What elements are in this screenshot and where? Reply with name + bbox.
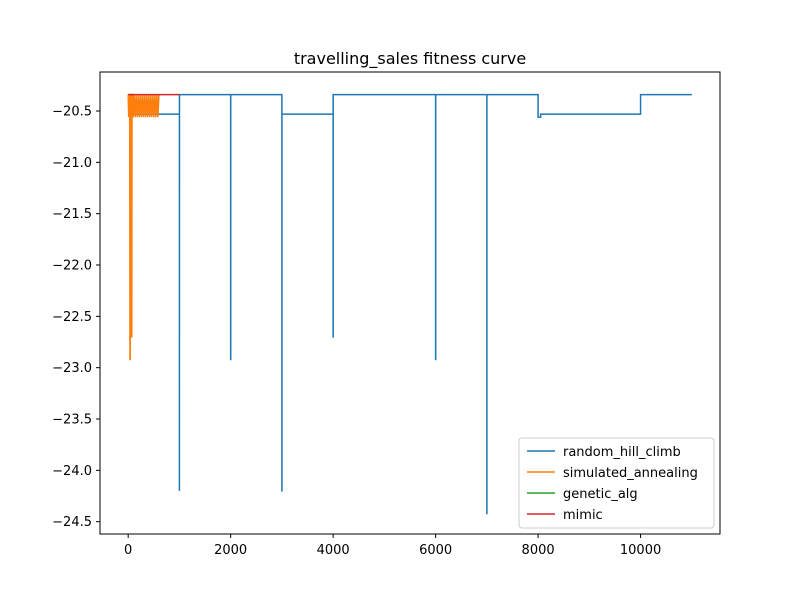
x-tick-label: 0	[124, 543, 132, 558]
y-tick-label: −20.5	[52, 105, 92, 120]
y-tick-label: −22.0	[52, 259, 92, 274]
legend-label-genetic-alg: genetic_alg	[563, 487, 638, 502]
legend: random_hill_climb simulated_annealinggene…	[518, 437, 715, 529]
x-tick-label: 2000	[214, 543, 247, 558]
plot-lines	[127, 93, 692, 515]
legend-label-simulated-annealing: simulated_annealing	[563, 466, 698, 481]
y-tick-label: −23.0	[52, 361, 92, 376]
y-tick-label: −23.5	[52, 413, 92, 428]
y-tick-label: −21.5	[52, 207, 92, 222]
y-tick-label: −22.5	[52, 310, 92, 325]
x-tick-label: 8000	[522, 543, 555, 558]
y-tick-label: −21.0	[52, 156, 92, 171]
y-tick-label: −24.5	[52, 515, 92, 530]
x-tick-label: 4000	[317, 543, 350, 558]
legend-label-random-hill-climb: random_hill_climb	[563, 445, 681, 460]
y-tick-label: −24.0	[52, 464, 92, 479]
legend-label-mimic: mimic	[563, 508, 603, 523]
x-tick-label: 10000	[620, 543, 661, 558]
legend-box	[518, 437, 715, 529]
x-axis: 0 2000 4000 6000 8000 10000	[124, 534, 661, 558]
series-line-random-hill-climb	[128, 93, 692, 515]
plot-area-frame	[99, 71, 721, 535]
y-axis: −20.5 −21.0 −21.5 −22.0 −22.5 −23.0 −23.5 −24.0…	[52, 105, 100, 530]
x-tick-label: 6000	[419, 543, 452, 558]
chart-title: travelling_sales fitness curve	[294, 49, 526, 69]
